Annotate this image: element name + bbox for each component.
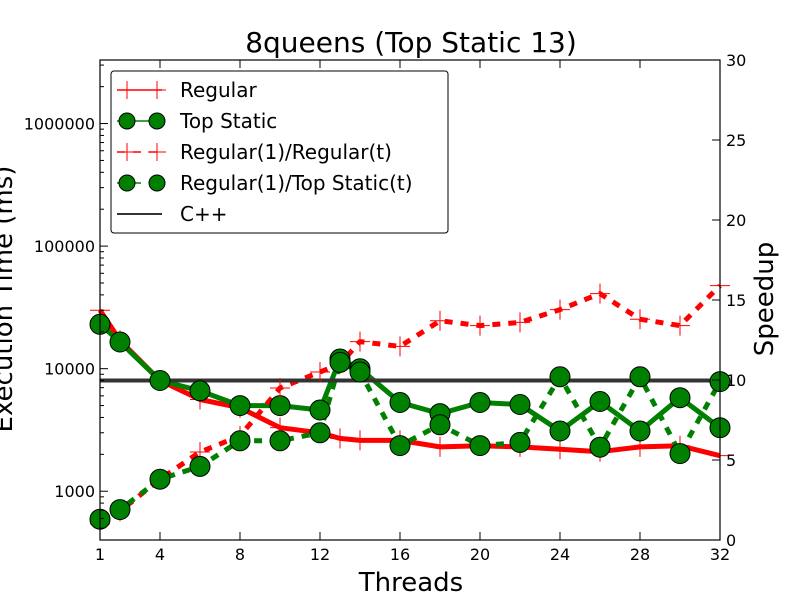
series-2-point-9: [390, 336, 410, 357]
series-2-point-14: [590, 283, 610, 304]
x-axis-label: Threads: [358, 568, 463, 598]
legend-label-1: Top Static: [179, 109, 277, 133]
series-2-point-11: [470, 315, 490, 336]
legend-item-0: Regular: [117, 78, 257, 102]
series-3-point-10: [429, 414, 451, 436]
series-1-point-12: [509, 394, 531, 415]
legend-label-0: Regular: [180, 78, 257, 102]
legend-label-4: C++: [180, 202, 227, 226]
legend-item-3: Regular(1)/Top Static(t): [117, 171, 413, 195]
series-line-3: [98, 359, 723, 522]
x-tick-label-7: 28: [630, 545, 650, 564]
series-0-point-13: [550, 439, 570, 460]
series-3-point-13: [549, 366, 571, 388]
series-3-point-11: [469, 435, 491, 457]
series-2-point-15: [630, 309, 650, 330]
y-right-tick-label-1: 5: [726, 451, 736, 470]
legend: Regular Top Static Regular(1)/Regular(t) Re…: [110, 70, 449, 234]
series-3-point-16: [669, 443, 691, 465]
y-right-ticks-layer: 0 5 10 15 20 25 30: [712, 51, 746, 550]
series-1-point-1: [109, 331, 131, 353]
series-3-point-3: [189, 455, 211, 477]
series-3-point-6: [309, 422, 331, 444]
x-tick-label-2: 8: [235, 545, 245, 564]
y-axis-label-left: Execution Time (ms): [0, 166, 19, 433]
series-1-point-6: [309, 399, 331, 421]
y-right-tick-label-4: 20: [726, 211, 746, 230]
series-3-point-12: [509, 431, 531, 453]
series-2-point-6: [310, 362, 330, 382]
series-3-point-15: [629, 366, 651, 388]
series-2-point-12: [510, 312, 530, 333]
series-3-point-7: [329, 351, 351, 373]
y-left-tick-label-1: 10000: [44, 360, 95, 379]
series-3-point-14: [589, 436, 611, 458]
series-1-point-5: [269, 395, 291, 417]
series-1-point-14: [589, 391, 611, 412]
series-1-point-13: [549, 420, 571, 442]
series-3-point-4: [229, 430, 251, 452]
plot-series-layer: [89, 275, 731, 534]
y-left-tick-label-0: 1000: [54, 482, 95, 501]
legend-item-2: Regular(1)/Regular(t): [117, 140, 392, 164]
x-tick-label-6: 24: [550, 545, 570, 564]
series-2-point-5: [270, 378, 290, 398]
x-tick-label-4: 16: [390, 545, 410, 564]
x-tick-label-3: 12: [310, 545, 330, 564]
x-tick-label-5: 20: [470, 545, 490, 564]
series-3-point-9: [389, 435, 411, 457]
chart-title: 8queens (Top Static 13): [245, 26, 577, 59]
series-3-point-8: [349, 361, 371, 383]
y-right-tick-label-2: 10: [726, 371, 746, 390]
y-left-tick-label-3: 1000000: [24, 115, 95, 134]
y-right-tick-label-6: 30: [726, 51, 746, 70]
y-right-tick-label-0: 0: [726, 531, 736, 550]
series-0-point-8: [350, 430, 370, 451]
series-1-point-9: [389, 392, 411, 413]
series-1-point-4: [229, 395, 251, 417]
series-2-point-13: [550, 299, 570, 320]
series-line-2: [98, 283, 722, 527]
series-0-point-7: [330, 428, 350, 449]
series-3-point-2: [149, 468, 171, 490]
series-3-point-5: [269, 430, 291, 452]
x-tick-label-0: 1: [95, 545, 105, 564]
x-tick-label-8: 32: [710, 545, 730, 564]
legend-label-3: Regular(1)/Top Static(t): [180, 171, 413, 195]
legend-item-4: C++: [117, 202, 227, 226]
series-2-point-16: [670, 315, 690, 336]
series-line-0: [97, 308, 721, 459]
series-1-point-2: [149, 370, 171, 391]
legend-label-2: Regular(1)/Regular(t): [180, 140, 392, 164]
x-tick-label-1: 4: [155, 545, 165, 564]
series-3-point-1: [109, 499, 131, 521]
series-2-point-8: [350, 331, 370, 352]
series-1-point-11: [469, 392, 491, 413]
series-1-point-15: [629, 420, 651, 442]
plot-frame: [99, 59, 721, 541]
y-left-ticks-layer: 1000 10000 100000 1000000: [24, 64, 108, 541]
series-1-point-3: [189, 380, 211, 402]
y-right-tick-label-5: 25: [726, 131, 746, 150]
legend-item-1: Top Static: [117, 109, 277, 133]
y-axis-label-right: Speedup: [750, 242, 780, 357]
series-0-point-10: [430, 436, 450, 457]
series-1-point-16: [669, 387, 691, 409]
y-left-tick-label-2: 100000: [34, 237, 95, 256]
y-right-tick-label-3: 15: [726, 291, 746, 310]
series-2-point-10: [430, 310, 450, 331]
legend-box: [110, 70, 449, 234]
